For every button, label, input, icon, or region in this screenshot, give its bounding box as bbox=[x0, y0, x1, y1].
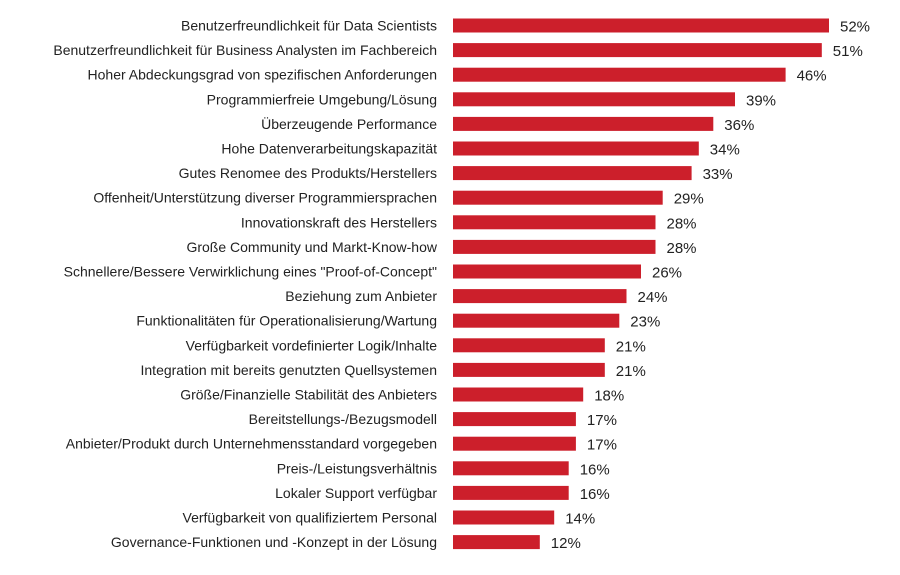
bar-row: Verfügbarkeit vordefinierter Logik/Inhal… bbox=[186, 337, 646, 355]
category-label: Offenheit/Unterstützung diverser Program… bbox=[93, 190, 437, 206]
bar-row: Hoher Abdeckungsgrad von spezifischen An… bbox=[88, 67, 827, 85]
bar bbox=[453, 436, 576, 451]
bar-row: Governance-Funktionen und -Konzept in de… bbox=[111, 534, 581, 552]
bar-row: Bereitstellungs-/Bezugsmodell 17% bbox=[249, 411, 617, 429]
bar-row: Hohe Datenverarbeitungskapazität 34% bbox=[221, 141, 739, 159]
category-label: Größe/Finanzielle Stabilität des Anbiete… bbox=[180, 387, 437, 403]
category-label: Anbieter/Produkt durch Unternehmensstand… bbox=[66, 436, 437, 452]
bar-row: Preis-/Leistungsverhältnis 16% bbox=[277, 460, 610, 478]
bar bbox=[453, 485, 569, 500]
category-label: Integration mit bereits genutzten Quells… bbox=[141, 362, 438, 378]
value-label: 26% bbox=[652, 265, 682, 282]
category-label: Bereitstellungs-/Bezugsmodell bbox=[249, 411, 437, 427]
bar-row: Funktionalitäten für Operationalisierung… bbox=[136, 313, 660, 331]
bar-row: Integration mit bereits genutzten Quells… bbox=[141, 362, 646, 380]
bar bbox=[453, 166, 692, 181]
bar-row: Anbieter/Produkt durch Unternehmensstand… bbox=[66, 436, 617, 454]
category-label: Funktionalitäten für Operationalisierung… bbox=[136, 313, 437, 329]
category-label: Hoher Abdeckungsgrad von spezifischen An… bbox=[88, 67, 437, 83]
bar-row: Benutzerfreundlichkeit für Business Anal… bbox=[53, 42, 862, 60]
value-label: 36% bbox=[724, 117, 754, 134]
category-label: Preis-/Leistungsverhältnis bbox=[277, 460, 437, 476]
bar bbox=[453, 18, 829, 33]
bar bbox=[453, 264, 641, 279]
value-label: 24% bbox=[638, 289, 668, 306]
bar bbox=[453, 239, 656, 254]
category-label: Überzeugende Performance bbox=[261, 115, 437, 132]
bar-row: Programmierfreie Umgebung/Lösung 39% bbox=[207, 91, 776, 109]
category-label: Hohe Datenverarbeitungskapazität bbox=[221, 141, 437, 157]
value-label: 52% bbox=[840, 19, 870, 36]
bar bbox=[453, 362, 605, 377]
value-label: 46% bbox=[797, 68, 827, 85]
value-label: 28% bbox=[667, 215, 697, 232]
value-label: 28% bbox=[667, 240, 697, 257]
bar-row: Überzeugende Performance 36% bbox=[261, 115, 754, 134]
bar bbox=[453, 338, 605, 353]
value-label: 17% bbox=[587, 412, 617, 429]
category-label: Innovationskraft des Herstellers bbox=[241, 214, 437, 230]
bar-row: Offenheit/Unterstützung diverser Program… bbox=[93, 190, 703, 208]
category-label: Verfügbarkeit von qualifiziertem Persona… bbox=[183, 510, 437, 526]
bar bbox=[453, 510, 555, 525]
value-label: 16% bbox=[580, 461, 610, 478]
value-label: 18% bbox=[594, 388, 624, 405]
value-label: 33% bbox=[703, 166, 733, 183]
bar bbox=[453, 535, 540, 550]
value-label: 16% bbox=[580, 486, 610, 503]
bar-row: Benutzerfreundlichkeit für Data Scientis… bbox=[181, 18, 870, 36]
bar-row: Große Community und Markt-Know-how 28% bbox=[186, 239, 696, 257]
bar-row: Innovationskraft des Herstellers 28% bbox=[241, 214, 697, 232]
value-label: 14% bbox=[565, 511, 595, 528]
category-label: Benutzerfreundlichkeit für Business Anal… bbox=[53, 42, 437, 58]
category-label: Große Community und Markt-Know-how bbox=[186, 239, 437, 255]
bar bbox=[453, 412, 576, 427]
bar bbox=[453, 67, 786, 82]
category-label: Programmierfreie Umgebung/Lösung bbox=[207, 91, 437, 107]
bar-row: Verfügbarkeit von qualifiziertem Persona… bbox=[183, 510, 596, 528]
bar bbox=[453, 215, 656, 230]
bar bbox=[453, 190, 663, 205]
category-label: Governance-Funktionen und -Konzept in de… bbox=[111, 534, 437, 550]
category-label: Verfügbarkeit vordefinierter Logik/Inhal… bbox=[186, 337, 438, 353]
value-label: 39% bbox=[746, 92, 776, 109]
bar bbox=[453, 92, 735, 107]
value-label: 21% bbox=[616, 338, 646, 355]
bar bbox=[453, 43, 822, 58]
category-label: Gutes Renomee des Produkts/Herstellers bbox=[179, 165, 437, 181]
category-label: Benutzerfreundlichkeit für Data Scientis… bbox=[181, 18, 437, 34]
bar bbox=[453, 313, 620, 328]
bar bbox=[453, 116, 714, 131]
bar-row: Lokaler Support verfügbar 16% bbox=[275, 485, 610, 503]
bar bbox=[453, 289, 627, 304]
bar bbox=[453, 387, 584, 402]
value-label: 34% bbox=[710, 142, 740, 159]
bar bbox=[453, 461, 569, 476]
value-label: 23% bbox=[630, 314, 660, 331]
category-label: Schnellere/Bessere Verwirklichung eines … bbox=[64, 264, 437, 280]
value-label: 21% bbox=[616, 363, 646, 380]
category-label: Lokaler Support verfügbar bbox=[275, 485, 437, 501]
category-label: Beziehung zum Anbieter bbox=[285, 288, 437, 304]
value-label: 17% bbox=[587, 437, 617, 454]
bar bbox=[453, 141, 699, 156]
bar-row: Beziehung zum Anbieter 24% bbox=[285, 288, 667, 306]
bar-row: Größe/Finanzielle Stabilität des Anbiete… bbox=[180, 387, 624, 405]
value-label: 12% bbox=[551, 535, 581, 552]
value-label: 29% bbox=[674, 191, 704, 208]
bar-row: Gutes Renomee des Produkts/Herstellers 33… bbox=[179, 165, 733, 183]
value-label: 51% bbox=[833, 43, 863, 60]
bar-row: Schnellere/Bessere Verwirklichung eines … bbox=[64, 264, 682, 282]
